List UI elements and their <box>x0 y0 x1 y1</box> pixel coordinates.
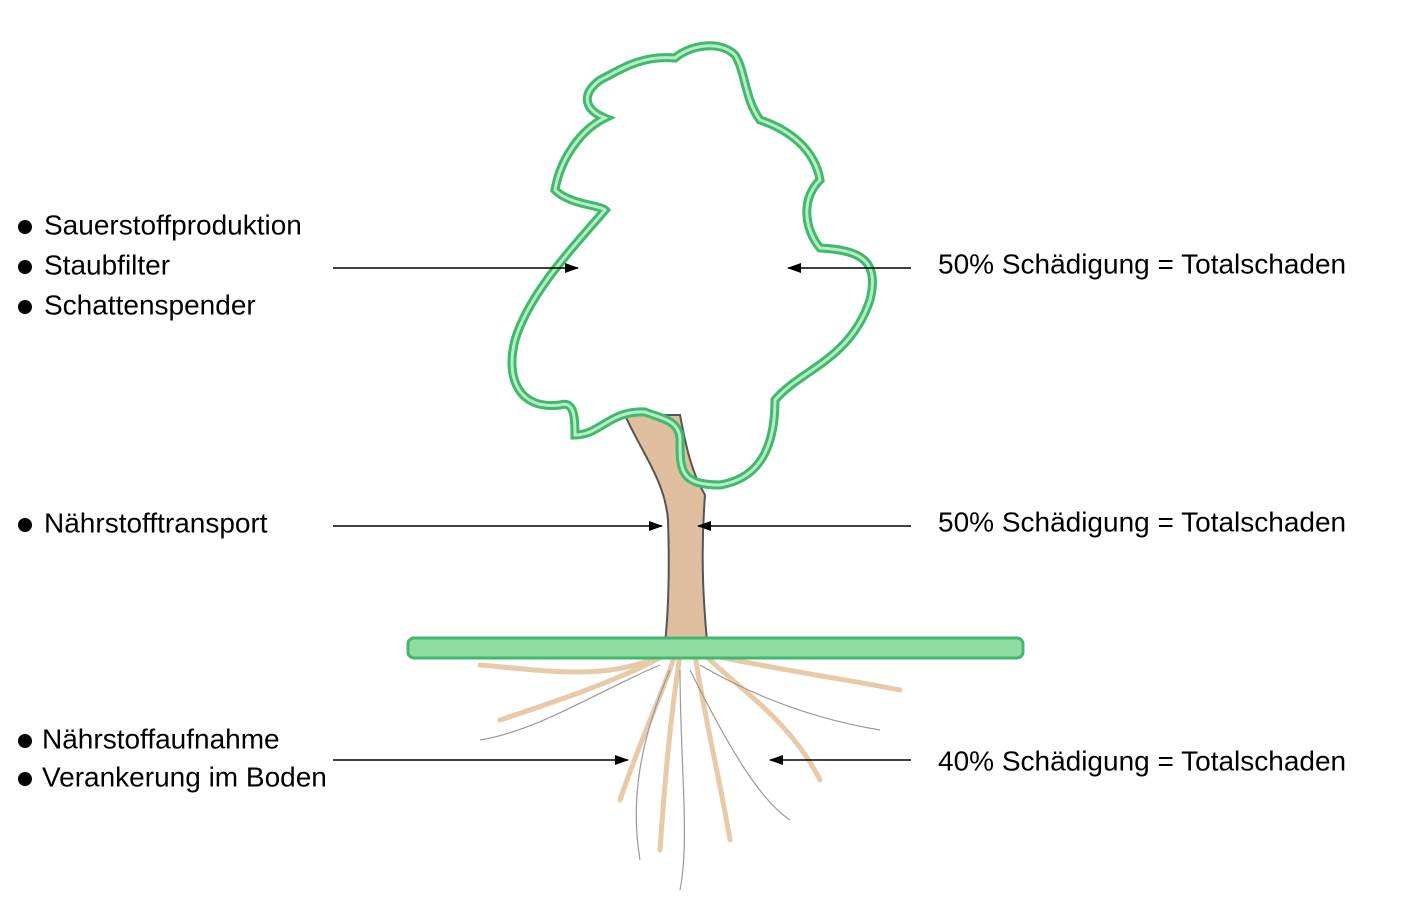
damage-label: 50% Schädigung = Totalschaden <box>938 506 1346 537</box>
function-label: Staubfilter <box>44 249 170 280</box>
ground <box>408 638 1023 658</box>
bullet <box>18 220 32 234</box>
bullet <box>18 734 32 748</box>
bullet <box>18 518 32 532</box>
function-label: Nährstoffaufnahme <box>42 723 280 754</box>
bullet <box>18 260 32 274</box>
bullet <box>18 772 32 786</box>
tree-diagram: Sauerstoffproduktion Staubfilter Schatte… <box>0 0 1403 911</box>
damage-label: 40% Schädigung = Totalschaden <box>938 745 1346 776</box>
damage-label: 50% Schädigung = Totalschaden <box>938 248 1346 279</box>
function-label: Sauerstoffproduktion <box>44 209 302 240</box>
function-label: Schattenspender <box>44 289 256 320</box>
function-label: Verankerung im Boden <box>42 761 327 792</box>
bullet <box>18 300 32 314</box>
function-label: Nährstofftransport <box>44 507 268 538</box>
